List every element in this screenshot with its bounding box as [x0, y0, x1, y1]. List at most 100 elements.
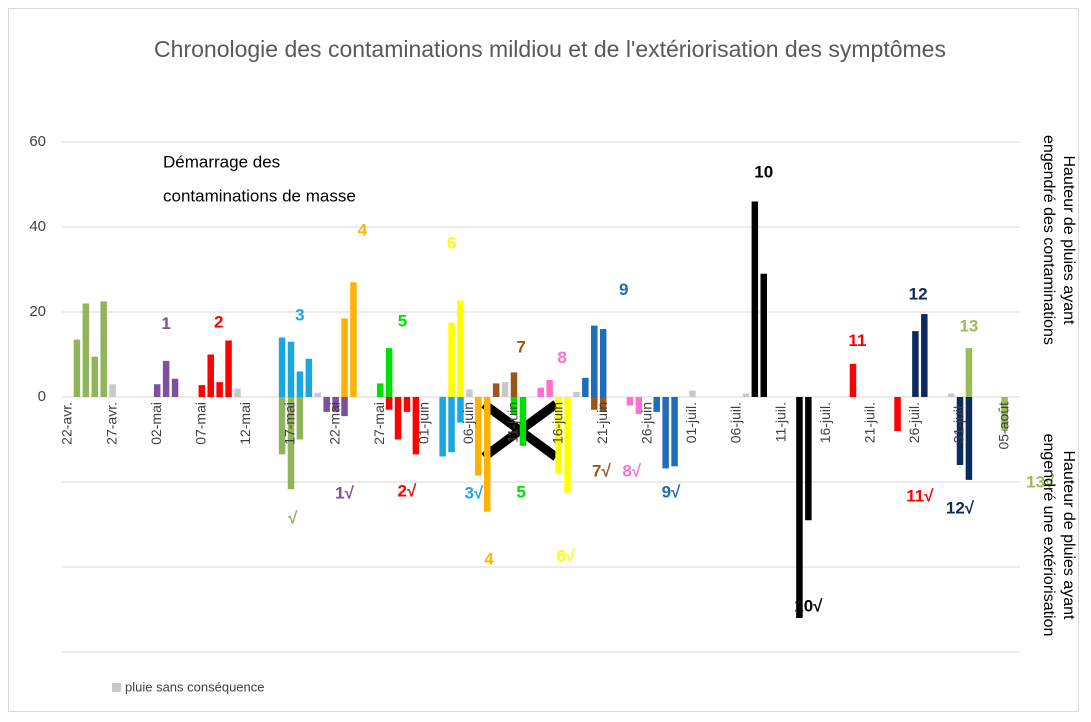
y-tick-label: 20	[29, 303, 46, 320]
bar	[671, 397, 678, 467]
bar	[475, 397, 482, 476]
bar	[510, 397, 518, 415]
bar	[448, 397, 455, 453]
bar	[805, 397, 812, 521]
bar	[412, 397, 420, 455]
bar	[796, 397, 803, 618]
bar	[162, 360, 170, 397]
annotation: 6	[447, 233, 456, 252]
bar	[510, 372, 518, 397]
bar	[457, 300, 464, 397]
x-tick-label: 27-avr.	[103, 402, 119, 445]
annotation: 5	[398, 312, 407, 331]
annotation: 3	[295, 306, 304, 325]
bar	[546, 380, 553, 397]
axis-title: engendré des contaminations	[1040, 135, 1057, 345]
chart-border	[8, 8, 1079, 712]
annotation: 5	[516, 483, 525, 502]
bar	[234, 388, 241, 397]
bar	[947, 393, 955, 397]
annotation: 13	[959, 316, 978, 335]
bar	[591, 325, 598, 397]
bar	[894, 397, 901, 431]
bar	[314, 392, 322, 397]
bar	[287, 341, 295, 397]
annotation: 12√	[946, 499, 975, 518]
annotation: 1√	[335, 483, 354, 502]
bar	[376, 383, 384, 397]
bar	[109, 384, 116, 397]
x-tick-label: 06-juin	[460, 402, 476, 444]
chart-title: Chronologie des contaminations mildiou e…	[154, 36, 946, 62]
axis-title: Hauteur de pluies ayant	[1060, 156, 1077, 326]
annotation: 3√	[464, 483, 483, 502]
annotation: 10√	[794, 596, 823, 615]
annotation: 12	[909, 284, 928, 303]
bar	[519, 397, 527, 446]
x-tick-label: 01-juin	[416, 402, 432, 444]
bar	[100, 301, 107, 397]
bar	[591, 397, 598, 410]
bar	[439, 397, 446, 457]
bar	[555, 397, 562, 474]
bar	[564, 397, 571, 493]
bar	[653, 397, 660, 412]
bar	[492, 383, 500, 397]
bar	[599, 329, 607, 397]
x-tick-label: 01-juil.	[683, 402, 699, 443]
x-tick-label: 12-mai	[237, 402, 253, 445]
axis-title: engendré une extériorisation	[1040, 434, 1057, 637]
x-tick-label: 05-août	[995, 402, 1011, 450]
annotation: 10	[754, 163, 773, 182]
bar	[385, 348, 393, 397]
bar	[448, 322, 455, 397]
axis-title: Hauteur de pluies ayant	[1060, 451, 1077, 621]
bar	[341, 318, 348, 397]
y-tick-label: 60	[29, 133, 46, 150]
bar	[501, 382, 509, 397]
bar	[626, 397, 634, 406]
y-tick-label: 40	[29, 218, 46, 235]
x-tick-label: 16-juin	[549, 402, 565, 444]
y-tick-label: 0	[38, 388, 46, 405]
annotation: 6√	[556, 546, 575, 565]
x-tick-label: 11-juin	[505, 402, 521, 443]
bar	[296, 371, 304, 397]
bar	[849, 363, 857, 397]
bar	[287, 397, 295, 490]
bar	[956, 397, 964, 465]
x-tick-label: 26-juil.	[906, 402, 922, 443]
annotation: 9	[619, 280, 628, 299]
bar	[921, 314, 928, 397]
bar	[742, 393, 750, 397]
bar	[385, 397, 393, 410]
bar	[483, 397, 491, 512]
x-tick-label: 21-juil.	[862, 402, 878, 443]
annotation: 7√	[592, 461, 611, 480]
x-tick-label: 22-avr.	[59, 402, 75, 445]
bar	[278, 397, 286, 455]
bar	[341, 397, 348, 417]
annotation: 2√	[398, 482, 417, 501]
x-tick-label: 02-mai	[148, 402, 164, 445]
annotation: 13√	[1026, 472, 1055, 491]
bar	[912, 331, 919, 397]
x-tick-label: 21-juin	[594, 402, 610, 444]
bar	[1001, 397, 1008, 431]
bar	[296, 397, 304, 440]
annotation: 8√	[622, 461, 641, 480]
x-tick-label: 31-juil.	[951, 402, 967, 443]
bar	[466, 389, 473, 397]
bar	[216, 382, 223, 397]
x-tick-label: 22-mai	[326, 402, 342, 445]
annotation: √	[288, 508, 298, 527]
annotation: 11√	[906, 486, 934, 505]
bar	[760, 273, 768, 397]
bar	[599, 397, 607, 412]
note: contaminations de masse	[163, 186, 356, 205]
bar	[153, 384, 161, 397]
x-tick-label: 06-juil.	[728, 402, 744, 443]
bar	[965, 397, 973, 480]
